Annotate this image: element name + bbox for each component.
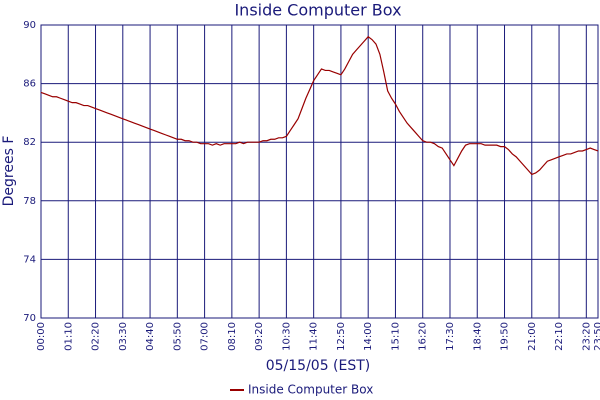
- x-axis-label: 05/15/05 (EST): [266, 358, 371, 374]
- x-tick-label: 17:30: [445, 322, 456, 351]
- x-tick-label: 11:40: [309, 322, 320, 351]
- x-tick-label: 21:00: [527, 322, 538, 351]
- x-tick-label: 08:10: [227, 322, 238, 351]
- x-tick-label: 19:50: [500, 322, 511, 351]
- y-tick-label: 86: [23, 79, 36, 90]
- x-tick-label: 22:10: [554, 322, 565, 351]
- x-tick-label: 00:00: [36, 322, 47, 351]
- x-tick-label: 18:40: [472, 322, 483, 351]
- y-tick-label: 90: [23, 20, 36, 31]
- x-tick-label: 07:00: [200, 322, 211, 351]
- y-tick-label: 70: [23, 313, 36, 324]
- plot-frame: [40, 24, 599, 319]
- data-line: [40, 35, 599, 176]
- x-tick-label: 05:50: [172, 322, 183, 351]
- y-tick-label: 82: [23, 137, 36, 148]
- x-tick-label: 16:20: [418, 322, 429, 351]
- y-axis-label: Degrees F: [1, 136, 17, 207]
- x-tick-label: 02:20: [91, 322, 102, 351]
- x-tick-label: 14:00: [363, 322, 374, 351]
- y-tick-label: 78: [23, 196, 36, 207]
- y-tick-label: 74: [23, 254, 36, 265]
- x-tick-label: 15:10: [390, 322, 401, 351]
- x-tick-label: 01:10: [63, 322, 74, 351]
- x-tick-label: 04:40: [145, 322, 156, 351]
- x-tick-label: 23:50: [593, 322, 600, 351]
- x-tick-label: 03:30: [118, 322, 129, 351]
- legend-label: Inside Computer Box: [248, 383, 373, 397]
- x-tick-label: 12:50: [336, 322, 347, 351]
- x-tick-label: 10:30: [281, 322, 292, 351]
- x-tick-label: 23:20: [581, 322, 592, 351]
- chart-title: Inside Computer Box: [234, 1, 401, 20]
- x-tick-label: 09:20: [254, 322, 265, 351]
